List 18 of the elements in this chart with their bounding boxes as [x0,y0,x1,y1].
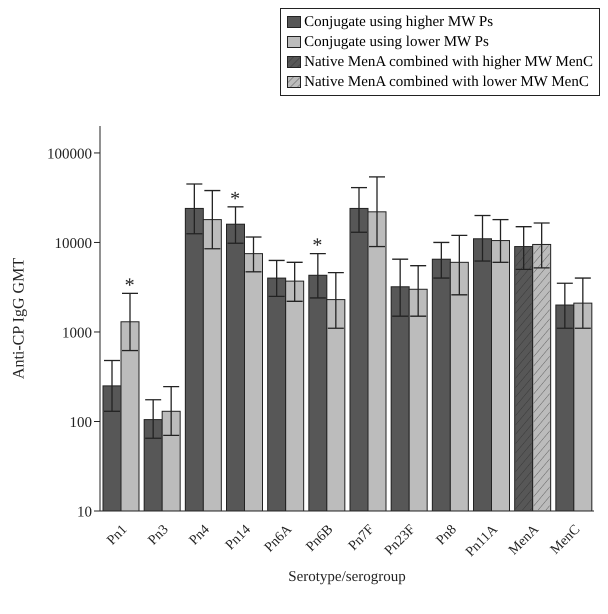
annotation: * [312,234,322,257]
y-tick-label: 1000 [62,325,92,342]
x-axis-title: Serotype/serogroup [288,569,406,585]
x-tick-label: Pn1 [104,522,130,548]
y-axis-title: Anti-CP IgG GMT [10,258,28,380]
legend-label: Native MenA combined with higher MW MenC [304,53,593,72]
y-tick-label: 100 [70,414,92,431]
x-tick-label: Pn8 [434,522,460,548]
y-tick-label: 10000 [54,236,92,252]
legend-label: Conjugate using lower MW Ps [304,33,489,52]
annotation: * [124,274,135,296]
y-tick-label: 10 [77,504,92,520]
annotation: * [230,188,240,210]
legend-label: Conjugate using higher MW Ps [304,13,494,32]
x-tick-label: Pn4 [186,522,213,548]
legend-label: Native MenA combined with lower MW MenC [304,73,589,92]
x-tick-label: Pn3 [146,522,172,548]
y-tick-label: 100000 [47,146,92,162]
